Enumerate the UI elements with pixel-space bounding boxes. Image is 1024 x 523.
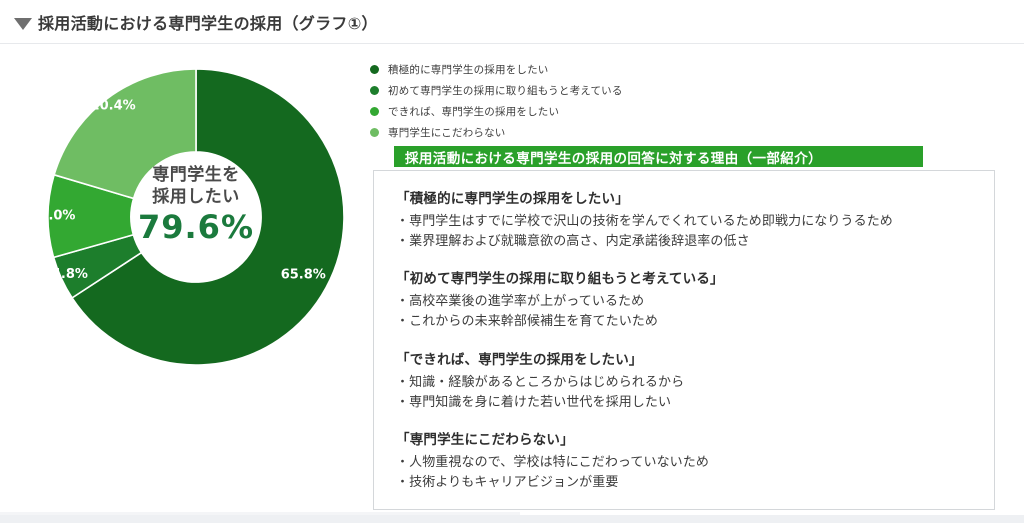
donut-chart-svg: 65.8% 4.8% 9.0% 20.4%: [39, 68, 345, 366]
reason-heading: 「初めて専門学生の採用に取り組もうと考えている」: [396, 271, 724, 288]
reason-block: 「積極的に専門学生の採用をしたい」・専門学生はすでに学校で沢山の技術を学んでくれ…: [396, 187, 994, 252]
legend-swatch-icon: [370, 107, 379, 116]
legend-swatch-icon: [370, 128, 379, 137]
donut-slice-value-label: 9.0%: [39, 209, 75, 224]
chart-legend: 積極的に専門学生の採用をしたい初めて専門学生の採用に取り組もうと考えている できれ…: [370, 60, 700, 144]
donut-slice-value-label: 20.4%: [91, 98, 136, 113]
donut-slice-group: [47, 68, 345, 366]
reason-bullet: ・専門学生はすでに学校で沢山の技術を学んでくれているため即戦力になりうるため: [396, 214, 893, 229]
reason-bullet: ・高校卒業後の進学率が上がっているため: [396, 294, 645, 310]
center-label-line-2: 採用したい: [152, 186, 240, 207]
page-bottom-shadow: [0, 512, 520, 515]
legend-item[interactable]: できれば、専門学生の採用をしたい: [370, 102, 700, 121]
reason-bullet: ・人物重視なので、学校は特にこだわっていないため: [396, 454, 709, 470]
center-label-line-1: 専門学生を: [152, 165, 240, 185]
reason-heading: 「できれば、専門学生の採用をしたい」: [396, 351, 643, 368]
page-bottom-bar: [0, 515, 1024, 523]
legend-item[interactable]: 専門学生にこだわらない: [370, 123, 700, 142]
donut-chart: 65.8% 4.8% 9.0% 20.4% 専門学生を 採用したい 79.6%: [36, 57, 356, 377]
legend-item-label: 専門学生にこだわらない: [388, 127, 506, 139]
triangle-down-icon: [14, 18, 32, 30]
donut-slice-value-label: 65.8%: [281, 268, 326, 283]
reason-block: 「専門学生にこだわらない」・人物重視なので、学校は特にこだわっていないため ・技術…: [396, 428, 994, 493]
reason-heading: 「専門学生にこだわらない」: [396, 431, 574, 448]
reason-bullet: ・これからの未来幹部候補生を育てたいため: [396, 314, 659, 330]
reason-block: 「できれば、専門学生の採用をしたい」・知識・経験があるところからはじめられるから…: [396, 348, 994, 413]
donut-center-label: 専門学生を 採用したい 79.6%: [126, 165, 266, 269]
reason-bullet: ・業界理解および就職意欲の高さ、内定承諾後辞退率の低さ: [396, 234, 750, 250]
donut-slice-value-label: 4.8%: [52, 267, 88, 282]
reason-bullet: ・技術よりもキャリアビジョンが重要: [396, 474, 619, 490]
page-header: 採用活動における専門学生の採用（グラフ①）: [0, 0, 1024, 44]
reasons-banner-title: 採用活動における専門学生の採用の回答に対する理由（一部紹介）: [405, 150, 822, 167]
legend-swatch-icon: [370, 65, 379, 74]
legend-item-label: できれば、専門学生の採用をしたい: [388, 106, 560, 118]
legend-item-label: 初めて専門学生の採用に取り組もうと考えている: [388, 85, 623, 97]
header-divider: [0, 43, 1024, 44]
legend-swatch-icon: [370, 86, 379, 95]
legend-item-label: 積極的に専門学生の採用をしたい: [388, 64, 549, 76]
reason-bullet: ・専門知識を身に着けた若い世代を採用したい: [396, 394, 672, 410]
reasons-panel: 「積極的に専門学生の採用をしたい」・専門学生はすでに学校で沢山の技術を学んでくれ…: [373, 170, 995, 510]
reasons-banner: 採用活動における専門学生の採用の回答に対する理由（一部紹介）: [392, 144, 925, 169]
legend-item[interactable]: 初めて専門学生の採用に取り組もうと考えている: [370, 81, 700, 100]
page-title: 採用活動における専門学生の採用（グラフ①）: [38, 14, 378, 33]
reason-heading: 「積極的に専門学生の採用をしたい」: [396, 191, 629, 207]
donut-slice-label-group: 65.8% 4.8% 9.0% 20.4%: [39, 98, 325, 282]
center-label-percent: 79.6%: [137, 207, 254, 246]
reason-block: 「初めて専門学生の採用に取り組もうと考えている」 ・高校卒業後の進学率が上がってい…: [396, 267, 994, 332]
legend-item[interactable]: 積極的に専門学生の採用をしたい: [370, 60, 700, 79]
reason-bullet: ・知識・経験があるところからはじめられるから: [396, 374, 685, 390]
donut-hole: [130, 151, 262, 283]
